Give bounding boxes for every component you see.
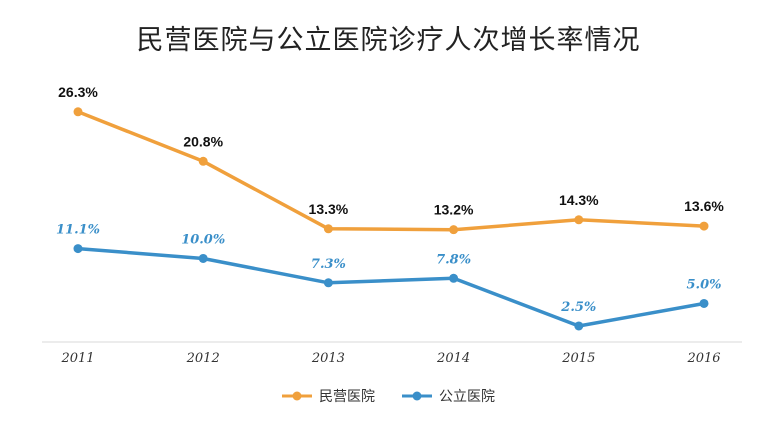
data-label-s1-2013: 13.3% xyxy=(309,201,349,217)
x-tick-label-2011: 2011 xyxy=(60,351,94,366)
data-label-s2-2012: 10.0% xyxy=(181,232,225,247)
data-label-s1-2016: 13.6% xyxy=(684,198,724,214)
data-label-s1-2012: 20.8% xyxy=(183,133,223,149)
series-line-1 xyxy=(76,110,706,232)
data-label-s2-2014: 7.8% xyxy=(436,252,471,267)
data-point-s1-2011 xyxy=(73,107,83,117)
series-lines xyxy=(76,110,706,328)
data-point-s2-2016 xyxy=(699,298,709,308)
x-tick-label-2013: 2013 xyxy=(311,351,345,366)
data-point-s1-2016 xyxy=(699,221,709,231)
data-label-s2-2015: 2.5% xyxy=(560,300,596,315)
data-label-s1-2015: 14.3% xyxy=(559,192,599,208)
data-point-s2-2012 xyxy=(198,253,208,263)
legend-swatch-dot-2 xyxy=(412,391,422,401)
data-point-s1-2015 xyxy=(574,215,584,225)
data-point-s1-2013 xyxy=(323,224,333,234)
series-points xyxy=(73,107,709,331)
data-point-s2-2011 xyxy=(73,244,83,254)
series-line-2 xyxy=(76,246,706,328)
data-label-s2-2011: 11.1% xyxy=(56,223,100,238)
data-label-s1-2014: 13.2% xyxy=(434,202,474,218)
data-point-s2-2015 xyxy=(574,321,584,331)
x-tick-label-2014: 2014 xyxy=(436,351,470,366)
x-tick-label-2016: 2016 xyxy=(686,351,720,366)
legend-swatch-dot-1 xyxy=(292,391,302,401)
data-label-s1-2011: 26.3% xyxy=(58,84,98,100)
chart-title: 民营医院与公立医院诊疗人次增长率情况 xyxy=(136,25,641,56)
legend: 民营医院 公立医院 xyxy=(282,389,495,405)
data-labels: 26.3% 20.8% 13.3% 13.2% 14.3% 13.6% 11.1% 10.0%… xyxy=(56,84,724,315)
data-point-s2-2013 xyxy=(323,278,333,288)
data-label-s2-2013: 7.3% xyxy=(311,257,346,272)
x-tick-labels: 2011 2012 2013 2014 2015 2016 xyxy=(60,351,720,366)
data-label-s2-2016: 5.0% xyxy=(687,277,722,292)
x-tick-label-2012: 2012 xyxy=(186,351,220,366)
data-point-s1-2012 xyxy=(198,156,208,166)
x-tick-label-2015: 2015 xyxy=(561,351,595,366)
data-point-s2-2014 xyxy=(449,273,459,283)
data-point-s1-2014 xyxy=(449,225,459,235)
legend-label-2: 公立医院 xyxy=(439,389,495,405)
legend-label-1: 民营医院 xyxy=(319,389,375,405)
